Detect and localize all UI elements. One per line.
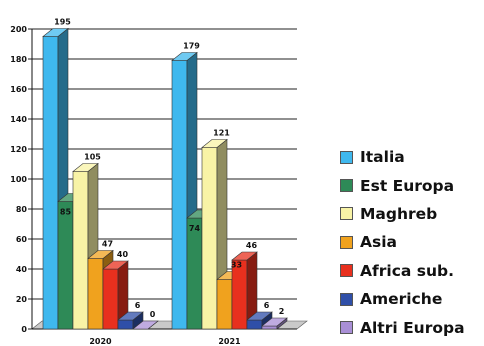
x-tick-label: 2021: [218, 337, 241, 346]
bar-top: [201, 139, 228, 148]
legend-label: Asia: [360, 233, 397, 252]
bar-top: [171, 52, 198, 61]
y-tick-label: 140: [10, 115, 27, 124]
data-label: 2: [279, 307, 285, 316]
legend-item: Altri Europa: [340, 313, 465, 341]
y-tick-label: 180: [10, 55, 27, 64]
y-tick-label: 80: [16, 205, 28, 214]
legend-item: Maghreb: [340, 200, 465, 228]
bar-front: [117, 319, 134, 330]
y-tick-label: 60: [16, 235, 28, 244]
legend-item: Americhe: [340, 285, 465, 313]
bars: [42, 27, 288, 330]
legend-label: Americhe: [360, 290, 443, 309]
bar-front: [42, 36, 59, 330]
legend: Italia Est Europa Maghreb Asia Africa sub. Am…: [340, 143, 465, 342]
bar-front: [261, 325, 278, 330]
bar-top: [246, 311, 273, 321]
bar-top: [231, 251, 258, 261]
data-label: 47: [102, 240, 113, 249]
bar-top: [102, 260, 129, 270]
y-tick-label: 100: [10, 175, 27, 184]
bar-top: [117, 311, 144, 321]
data-label: 85: [60, 208, 72, 217]
legend-swatch: [340, 321, 353, 335]
legend-label: Altri Europa: [360, 318, 465, 337]
x-tick-label: 2020: [89, 337, 112, 346]
data-label: 179: [183, 42, 200, 51]
y-tick-label: 200: [10, 25, 27, 34]
legend-swatch: [340, 292, 353, 306]
bar-front: [246, 319, 263, 330]
legend-item: Italia: [340, 143, 465, 171]
bar-front: [57, 201, 74, 330]
bar-front: [186, 217, 203, 330]
bar-front: [72, 171, 89, 330]
legend-swatch: [340, 235, 353, 249]
legend-item: Asia: [340, 228, 465, 256]
y-tick-label: 160: [10, 85, 27, 94]
bar-top: [132, 320, 159, 330]
legend-item: Africa sub.: [340, 257, 465, 285]
data-label: 46: [246, 241, 258, 250]
legend-label: Maghreb: [360, 204, 438, 223]
data-label: 6: [264, 301, 270, 310]
y-tick-label: 0: [21, 325, 27, 334]
legend-label: Italia: [360, 148, 405, 167]
legend-swatch: [340, 150, 353, 164]
bar-front: [87, 258, 104, 330]
y-tick-label: 20: [16, 295, 28, 304]
legend-swatch: [340, 207, 353, 221]
legend-swatch: [340, 179, 353, 193]
bar-top: [42, 28, 69, 37]
data-label: 40: [117, 250, 129, 259]
bar-top: [261, 317, 288, 327]
legend-label: Est Europa: [360, 176, 455, 195]
y-tick-label: 120: [10, 145, 27, 154]
legend-item: Est Europa: [340, 171, 465, 199]
legend-label: Africa sub.: [360, 261, 454, 280]
y-tick-label: 40: [16, 265, 28, 274]
data-label: 74: [189, 224, 201, 233]
data-label: 121: [213, 129, 230, 138]
bar-front: [201, 147, 218, 330]
bar-front: [216, 279, 233, 330]
data-label: 195: [54, 18, 71, 27]
bar-front: [102, 268, 119, 330]
data-label: 0: [150, 310, 156, 319]
bar-front: [171, 60, 188, 330]
data-label: 6: [135, 301, 141, 310]
legend-swatch: [340, 264, 353, 278]
bar-top: [87, 250, 114, 259]
bar-top: [72, 163, 99, 172]
data-label: 105: [84, 153, 101, 162]
bar-front: [231, 259, 248, 330]
data-label: 33: [231, 261, 242, 270]
